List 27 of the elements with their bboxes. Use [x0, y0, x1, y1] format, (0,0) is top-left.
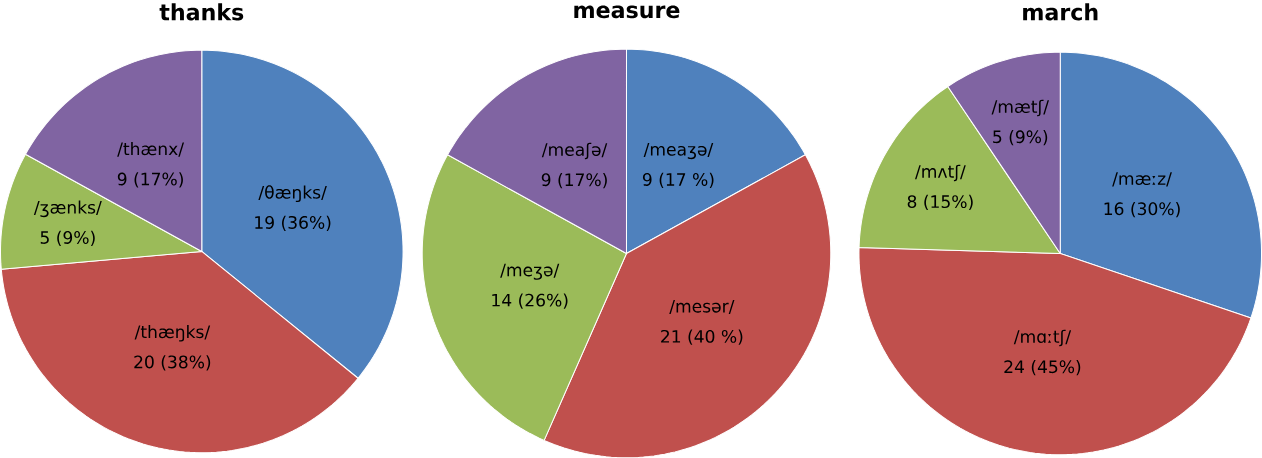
data-label: 8 (15%)	[907, 194, 973, 210]
slice-label: /thæŋks/	[134, 324, 211, 342]
slice-label: /mesər/	[669, 299, 735, 314]
slice-label: /meaʒə/	[643, 142, 714, 160]
chart-title: thanks	[159, 3, 244, 21]
chart-title: march	[1023, 3, 1098, 21]
slice-label: /mʌtʃ/	[915, 164, 966, 182]
slice-label: /mɑːtʃ/	[1013, 329, 1072, 347]
slice-label: /ʒænks/	[33, 200, 102, 218]
data-label: 21 (40 %)	[661, 329, 743, 345]
data-label: 5 (9%)	[993, 129, 1048, 146]
data-label: 24 (45%)	[1004, 359, 1081, 376]
data-label: 9 (17 %)	[642, 172, 714, 188]
data-label: 19 (36%)	[255, 215, 331, 231]
chart-title: measure	[574, 5, 680, 19]
slice-label: /mæːz/	[1112, 172, 1172, 187]
slice-label: /θæŋks/	[258, 185, 327, 202]
data-label: 5 (9%)	[40, 230, 95, 246]
data-label: 14 (26%)	[492, 293, 568, 309]
data-label: 9 (17%)	[117, 172, 183, 188]
data-label: 9 (17%)	[541, 172, 607, 189]
data-label: 16 (30%)	[1104, 201, 1180, 218]
slice-label: /mætʃ/	[991, 99, 1049, 117]
data-label: 20 (38%)	[134, 355, 211, 371]
slice-label: /meʒə/	[500, 263, 560, 280]
slice-label: /thænx/	[117, 141, 185, 157]
slice-label: /meaʃə/	[541, 142, 608, 160]
